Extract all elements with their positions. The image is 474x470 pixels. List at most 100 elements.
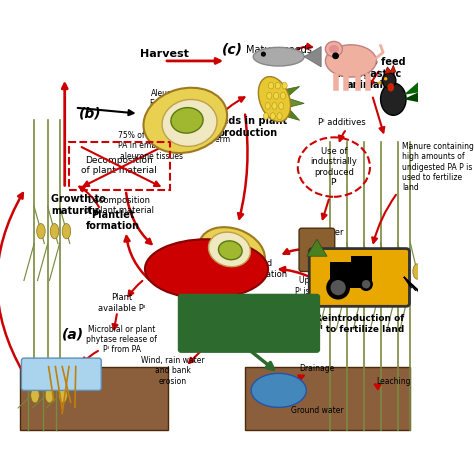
- Ellipse shape: [277, 113, 282, 119]
- FancyBboxPatch shape: [299, 228, 335, 272]
- Ellipse shape: [265, 102, 270, 110]
- Ellipse shape: [171, 108, 203, 133]
- Ellipse shape: [45, 388, 54, 403]
- Polygon shape: [304, 47, 321, 67]
- FancyBboxPatch shape: [179, 294, 319, 352]
- Ellipse shape: [281, 92, 285, 99]
- Text: Aleurone: Aleurone: [151, 89, 185, 98]
- Polygon shape: [403, 78, 423, 95]
- Text: Means of Pᴵ loss to acquatic
environments with risk of
eutrophication: Means of Pᴵ loss to acquatic environment…: [196, 308, 302, 338]
- Ellipse shape: [145, 239, 268, 298]
- Ellipse shape: [267, 92, 272, 99]
- FancyBboxPatch shape: [309, 249, 410, 306]
- Text: Seeds to feed
monogastric
animals: Seeds to feed monogastric animals: [330, 57, 406, 90]
- Ellipse shape: [325, 41, 342, 57]
- Ellipse shape: [268, 82, 273, 89]
- Text: Pᴵ additives: Pᴵ additives: [319, 118, 366, 126]
- Ellipse shape: [251, 373, 306, 407]
- Text: Decomposition
of plant material: Decomposition of plant material: [81, 156, 157, 175]
- Bar: [245, 367, 410, 431]
- Ellipse shape: [261, 52, 266, 57]
- Text: Drainage: Drainage: [299, 364, 335, 373]
- Text: Up to 80% of the applied
Pᴵ is immobilized in the soil: Up to 80% of the applied Pᴵ is immobiliz…: [295, 276, 399, 296]
- Ellipse shape: [270, 113, 275, 119]
- Text: Pᴵ fertilizer: Pᴵ fertilizer: [299, 228, 343, 237]
- Ellipse shape: [50, 224, 59, 239]
- Text: Pᴵ from soil
fluid: Pᴵ from soil fluid: [40, 365, 82, 384]
- Ellipse shape: [330, 280, 346, 295]
- Text: Seeds in plant
production: Seeds in plant production: [208, 117, 287, 138]
- Text: Leaching: Leaching: [376, 377, 410, 386]
- Text: Use of
industrially
produced
Pᴵ: Use of industrially produced Pᴵ: [310, 147, 357, 187]
- Polygon shape: [270, 98, 304, 112]
- Polygon shape: [270, 86, 300, 112]
- Polygon shape: [270, 106, 300, 120]
- Polygon shape: [403, 89, 426, 102]
- Ellipse shape: [144, 88, 227, 153]
- Ellipse shape: [273, 92, 279, 99]
- Ellipse shape: [384, 77, 387, 80]
- Ellipse shape: [275, 82, 281, 89]
- Text: ★: ★: [270, 381, 287, 400]
- Text: Decomposition
of plant material: Decomposition of plant material: [84, 196, 154, 215]
- Ellipse shape: [62, 224, 71, 239]
- Text: 75% of total Pi as
PA in embryo and
aleurone tissues: 75% of total Pi as PA in embryo and aleu…: [118, 131, 185, 161]
- Text: Growth to
maturity: Growth to maturity: [51, 195, 106, 216]
- Ellipse shape: [332, 264, 341, 279]
- Text: Embryo: Embryo: [149, 99, 179, 108]
- Text: Wind, rain water
and bank
erosion: Wind, rain water and bank erosion: [141, 356, 204, 386]
- Ellipse shape: [383, 264, 392, 279]
- Text: Plantlet
formation: Plantlet formation: [86, 210, 140, 231]
- Text: Manure containing
high amounts of
undigested PA P is
used to fertilize
land: Manure containing high amounts of undige…: [402, 142, 474, 192]
- Ellipse shape: [258, 77, 291, 122]
- Ellipse shape: [219, 241, 242, 260]
- Text: Seed
germination: Seed germination: [236, 259, 287, 279]
- Ellipse shape: [282, 82, 287, 89]
- Ellipse shape: [382, 73, 396, 88]
- Ellipse shape: [362, 280, 370, 289]
- Ellipse shape: [59, 388, 67, 403]
- Text: Pᴵ from soil
fluid: Pᴵ from soil fluid: [40, 365, 82, 384]
- Text: (c): (c): [221, 43, 243, 57]
- Ellipse shape: [199, 227, 265, 277]
- Ellipse shape: [279, 102, 284, 110]
- Text: (b): (b): [79, 107, 101, 121]
- Ellipse shape: [326, 276, 350, 299]
- Ellipse shape: [162, 100, 217, 147]
- Ellipse shape: [387, 83, 394, 92]
- Polygon shape: [385, 65, 396, 74]
- Text: (d): (d): [310, 276, 332, 290]
- Ellipse shape: [381, 83, 406, 115]
- Ellipse shape: [272, 102, 277, 110]
- Ellipse shape: [31, 388, 39, 403]
- Text: Microbial or plant
phytase release of
Pᴵ from PA: Microbial or plant phytase release of Pᴵ…: [86, 325, 157, 354]
- Text: Endosperm: Endosperm: [188, 134, 231, 143]
- Ellipse shape: [332, 53, 339, 59]
- Polygon shape: [307, 239, 327, 256]
- Ellipse shape: [253, 47, 304, 66]
- Ellipse shape: [366, 264, 374, 279]
- Ellipse shape: [349, 264, 358, 279]
- Text: Mature seeds: Mature seeds: [246, 45, 311, 55]
- Bar: [20, 367, 168, 431]
- Text: Plant
available Pᴵ: Plant available Pᴵ: [98, 293, 146, 313]
- Ellipse shape: [329, 45, 339, 53]
- Ellipse shape: [264, 113, 268, 119]
- Text: (a): (a): [62, 327, 84, 341]
- FancyBboxPatch shape: [21, 358, 101, 391]
- Polygon shape: [376, 80, 382, 85]
- Ellipse shape: [209, 232, 250, 267]
- Text: Means of Pᴵ loss to acquatic
environments with risk of
eutrophication: Means of Pᴵ loss to acquatic environment…: [196, 308, 302, 338]
- Bar: [329, 262, 372, 288]
- Ellipse shape: [400, 264, 409, 279]
- Text: P: P: [313, 260, 320, 270]
- Text: Harvest: Harvest: [140, 49, 189, 59]
- Ellipse shape: [325, 45, 376, 77]
- Ellipse shape: [36, 224, 45, 239]
- Text: Reintroduction of
Pᴵ to fertilize land: Reintroduction of Pᴵ to fertilize land: [314, 314, 404, 334]
- Text: Ground water: Ground water: [291, 406, 343, 415]
- Bar: [351, 256, 372, 273]
- Ellipse shape: [359, 277, 373, 291]
- Text: Pool of P in soil: Pool of P in soil: [153, 262, 261, 275]
- Ellipse shape: [413, 264, 421, 279]
